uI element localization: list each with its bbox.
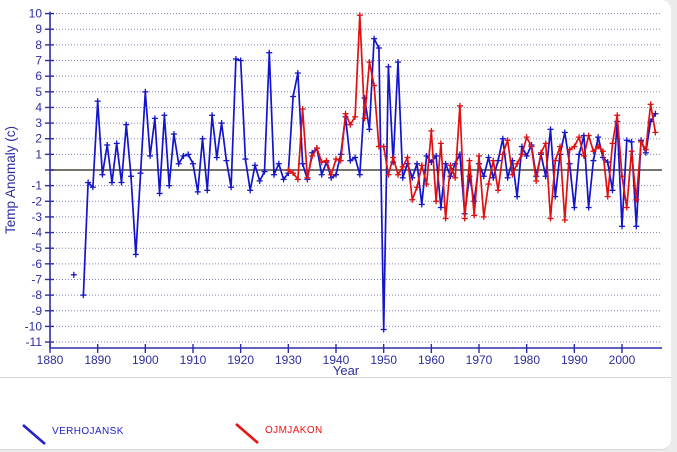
y-tick-label: -2: [31, 194, 42, 208]
y-tick-label: 1: [35, 147, 42, 161]
x-tick-label: 1970: [466, 353, 493, 367]
x-tick-label: 1910: [180, 353, 207, 367]
y-tick-label: -4: [31, 226, 42, 240]
chart-legend: VERHOJANSK OJMJAKON: [0, 378, 671, 448]
x-axis-title: Year: [333, 363, 360, 377]
x-tick-label: 1900: [132, 353, 159, 367]
legend-item-ojmjakon: OJMJAKON: [233, 421, 323, 445]
x-tick-label: 1990: [561, 353, 588, 367]
y-tick-label: 5: [35, 85, 42, 99]
x-tick-label: 1980: [513, 353, 540, 367]
x-tick-label: 1920: [227, 353, 254, 367]
x-tick-label: 2000: [609, 353, 636, 367]
y-tick-label: 8: [35, 38, 42, 52]
y-tick-label: 6: [35, 69, 42, 83]
y-tick-label: 9: [35, 22, 42, 36]
y-tick-label: 10: [29, 7, 43, 21]
red-line-icon: [235, 423, 259, 444]
x-tick-label: 1950: [370, 353, 397, 367]
y-tick-label: -10: [25, 319, 43, 333]
blue-line-icon: [22, 424, 46, 445]
y-tick-label: 2: [35, 132, 42, 146]
y-tick-label: 4: [35, 100, 42, 114]
temp-anomaly-chart: -11 -10 -9 -8 -7 -6 -5 -4 -3 -2 -1 1 2 3 4 5 6 7 8 9 10 1880 1…: [0, 7, 671, 378]
y-tick-label: 7: [35, 54, 42, 68]
x-tick-label: 1880: [37, 353, 64, 367]
x-tick-label: 1960: [418, 353, 445, 367]
y-tick-label: -1: [31, 179, 42, 193]
y-tick-label: -9: [31, 304, 42, 318]
x-tick-label: 1930: [275, 353, 302, 367]
y-tick-label: -6: [31, 257, 42, 271]
y-tick-label: -3: [31, 210, 42, 224]
x-tick-label: 1890: [84, 353, 111, 367]
x-tick-label: 1940: [323, 353, 350, 367]
legend-label-verhojansk: VERHOJANSK: [52, 426, 124, 437]
y-tick-label: -8: [31, 288, 42, 302]
series-line-ojmjakon: [287, 14, 657, 221]
legend-label-ojmjakon: OJMJAKON: [265, 425, 323, 436]
y-axis-title: Temp Anomaly (c): [3, 126, 18, 234]
y-tick-label: -11: [26, 335, 43, 349]
y-tick-label: -5: [31, 241, 42, 255]
y-tick-label: -7: [31, 272, 42, 286]
legend-item-verhojansk: VERHOJANSK: [20, 422, 124, 446]
y-tick-label: 3: [35, 116, 42, 130]
